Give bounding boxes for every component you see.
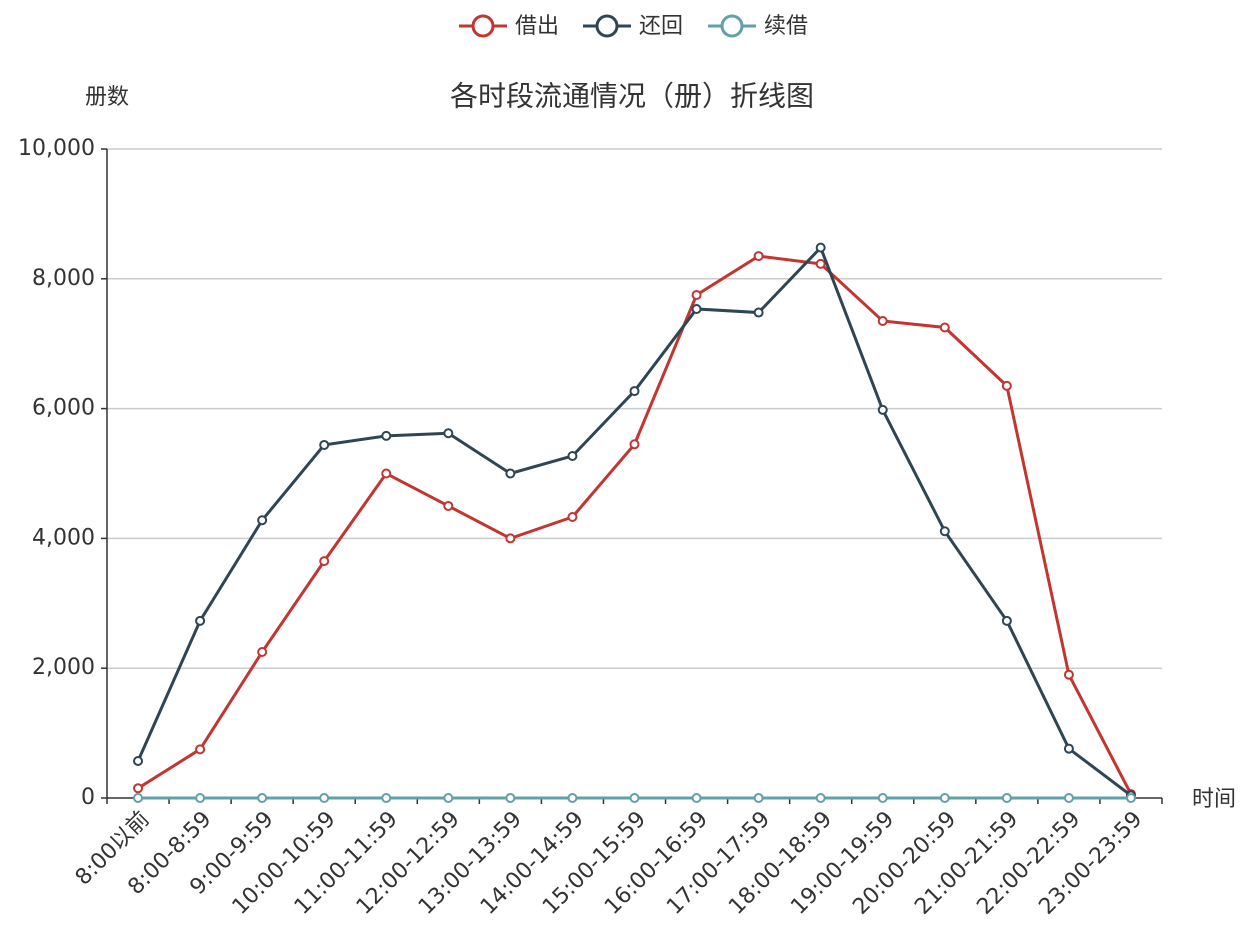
point [319, 556, 330, 567]
point [381, 793, 392, 803]
point [629, 386, 640, 397]
point [443, 500, 454, 511]
y-tick-label: 6,000 [32, 396, 95, 421]
point [691, 793, 702, 803]
point [443, 793, 454, 803]
point [753, 793, 764, 803]
point [815, 258, 826, 269]
point [1063, 669, 1074, 680]
y-tick-label: 2,000 [32, 655, 95, 680]
point [815, 242, 826, 253]
line [137, 254, 1133, 795]
point [567, 793, 578, 803]
point [381, 430, 392, 441]
point [443, 428, 454, 439]
point [133, 783, 144, 794]
point [195, 615, 206, 626]
point [1001, 380, 1012, 391]
point [877, 793, 888, 803]
legend-item: 续借 [708, 14, 808, 39]
y-tick-label: 0 [81, 785, 95, 810]
point [691, 290, 702, 301]
point [319, 439, 330, 450]
legend-item: 借出 [459, 14, 559, 39]
line [136, 244, 1132, 797]
point [1063, 743, 1074, 754]
point [505, 468, 516, 479]
point [753, 307, 764, 318]
point [133, 793, 144, 803]
point [1063, 793, 1074, 803]
legend-label: 续借 [764, 14, 808, 39]
point [691, 303, 702, 314]
legend-icon [720, 14, 744, 38]
point [381, 468, 392, 479]
x-axis-label: 时间 [1192, 787, 1236, 812]
point [939, 793, 950, 803]
legend-item: 还回 [583, 14, 683, 39]
point [939, 526, 950, 537]
point [505, 793, 516, 803]
point [257, 646, 268, 657]
point [567, 450, 578, 461]
point [1125, 793, 1136, 803]
y-tick-label: 8,000 [32, 266, 95, 291]
point [1001, 793, 1012, 803]
y-tick-label: 4,000 [32, 525, 95, 550]
point [877, 315, 888, 326]
legend-label: 还回 [639, 14, 683, 39]
point [753, 251, 764, 262]
point [877, 404, 888, 415]
point [133, 756, 144, 767]
y-tick-label: 10,000 [18, 136, 95, 161]
point [257, 515, 268, 526]
point [815, 793, 826, 803]
y-axis-label: 册数 [85, 85, 129, 110]
chart-title: 各时段流通情况（册）折线图 [450, 80, 814, 113]
point [319, 793, 330, 803]
point [567, 511, 578, 522]
legend-icon [595, 14, 619, 38]
point [939, 322, 950, 333]
legend-icon [471, 14, 495, 38]
point [195, 793, 206, 803]
point [195, 744, 206, 755]
legend-label: 借出 [515, 14, 559, 39]
point [1001, 615, 1012, 626]
point [505, 533, 516, 544]
point [629, 439, 640, 450]
point [629, 793, 640, 803]
point [257, 793, 268, 803]
